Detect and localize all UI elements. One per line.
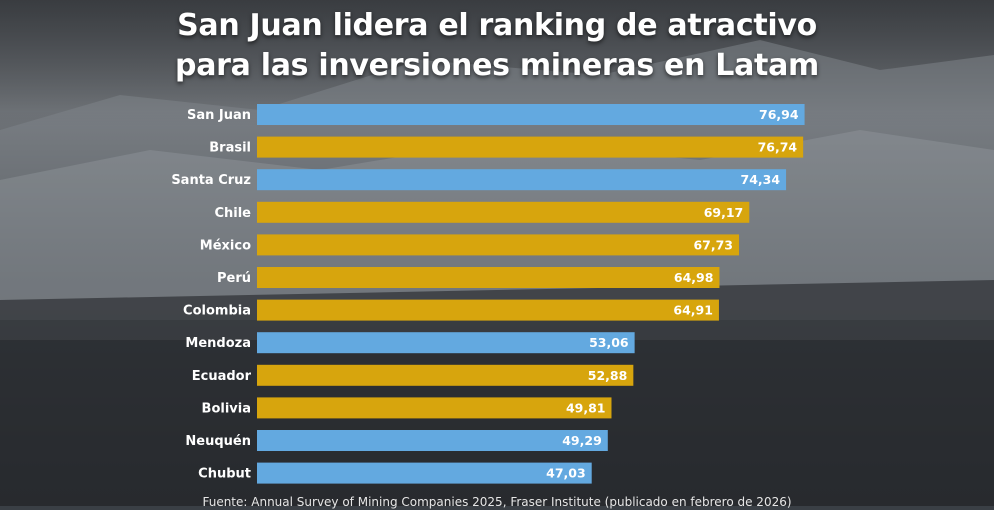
category-label-ecuador: Ecuador xyxy=(192,369,252,384)
bar-colombia xyxy=(257,299,719,321)
bar-brasil xyxy=(257,136,804,158)
category-label-mexico: México xyxy=(200,238,251,253)
value-label-san-juan: 76,94 xyxy=(759,107,799,122)
chart-title: San Juan lidera el ranking de atractivo … xyxy=(0,6,994,86)
category-label-mendoza: Mendoza xyxy=(185,336,251,351)
bar-neuquen xyxy=(257,430,608,451)
bar-san-juan xyxy=(257,104,805,125)
value-label-chile: 69,17 xyxy=(704,205,744,220)
bar-mendoza xyxy=(257,332,635,354)
value-label-colombia: 64,91 xyxy=(673,303,713,318)
bar-chile xyxy=(257,201,750,223)
category-label-peru: Perú xyxy=(217,271,251,286)
value-label-chubut: 47,03 xyxy=(546,466,586,481)
category-label-chile: Chile xyxy=(214,206,251,221)
value-label-brasil: 76,74 xyxy=(758,140,798,155)
value-label-peru: 64,98 xyxy=(674,270,714,285)
title-line-2: para las inversiones mineras en Latam xyxy=(175,48,819,83)
category-label-bolivia: Bolivia xyxy=(202,401,251,416)
value-label-ecuador: 52,88 xyxy=(588,368,628,383)
category-label-neuquen: Neuquén xyxy=(185,434,251,449)
bar-peru xyxy=(257,267,720,288)
bar-bolivia xyxy=(257,397,612,419)
bar-santa-cruz xyxy=(257,169,787,191)
category-label-brasil: Brasil xyxy=(209,141,251,156)
source-note: Fuente: Annual Survey of Mining Companie… xyxy=(202,495,792,509)
category-label-santa-cruz: Santa Cruz xyxy=(171,173,251,188)
bar-ecuador xyxy=(257,364,634,386)
category-label-san-juan: San Juan xyxy=(187,108,251,123)
value-label-santa-cruz: 74,34 xyxy=(741,172,781,187)
value-label-neuquen: 49,29 xyxy=(562,433,602,448)
bar-mexico xyxy=(257,234,740,256)
title-line-1: San Juan lidera el ranking de atractivo xyxy=(177,8,817,43)
category-label-colombia: Colombia xyxy=(183,304,251,319)
value-label-mendoza: 53,06 xyxy=(589,335,629,350)
bar-chubut xyxy=(257,462,592,484)
category-label-chubut: Chubut xyxy=(198,467,251,482)
value-label-bolivia: 49,81 xyxy=(566,400,606,415)
value-label-mexico: 67,73 xyxy=(693,237,733,252)
